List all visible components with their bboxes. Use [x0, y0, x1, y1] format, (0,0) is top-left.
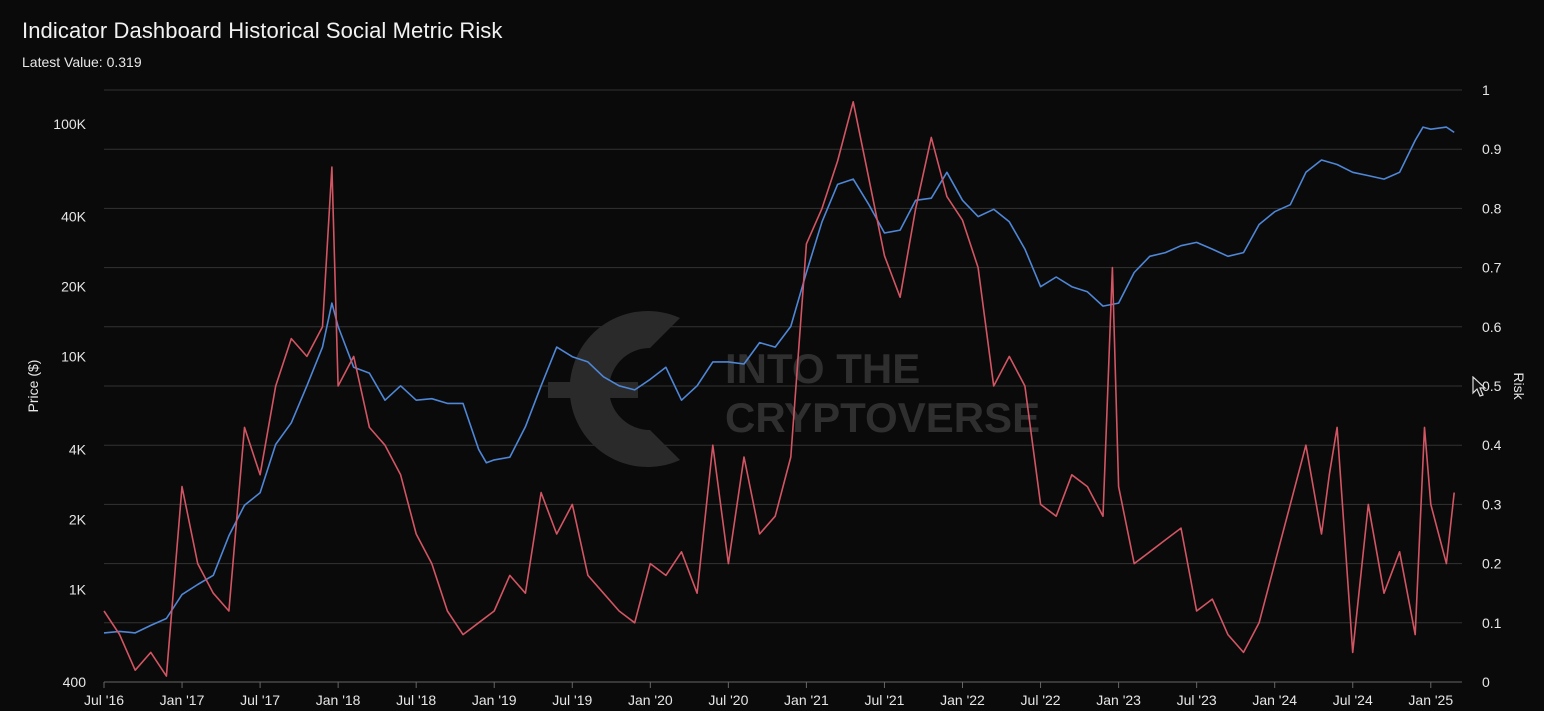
- risk-series-line: [103, 101, 1455, 677]
- left-tick-label: 10K: [61, 349, 87, 365]
- x-tick-label: Jul '19: [552, 692, 592, 708]
- watermark-line1: INTO THE: [725, 345, 920, 392]
- left-tick-label: 2K: [69, 511, 87, 527]
- x-tick-label: Jan '22: [940, 692, 985, 708]
- right-tick-label: 0.3: [1482, 496, 1502, 512]
- latest-value: 0.319: [106, 54, 142, 70]
- watermark: INTO THE CRYPTOVERSE: [548, 311, 1040, 468]
- x-tick-label: Jul '18: [396, 692, 436, 708]
- right-tick-label: 0.9: [1482, 141, 1502, 157]
- left-tick-label: 100K: [53, 116, 86, 132]
- watermark-line2: CRYPTOVERSE: [725, 394, 1040, 441]
- right-tick-label: 0.8: [1482, 200, 1502, 216]
- x-tick-label: Jan '17: [160, 692, 205, 708]
- grid-lines: [104, 89, 1462, 683]
- x-tick-label: Jul '16: [84, 692, 124, 708]
- x-axis-ticks: Jul '16 Jan '17 Jul '17 Jan '18 Jul '18 Jan '…: [84, 682, 1453, 708]
- left-axis-ticks: 400 1K 2K 4K 10K 20K 40K 100K: [53, 116, 86, 690]
- x-tick-label: Jul '24: [1333, 692, 1373, 708]
- left-tick-label: 400: [63, 674, 87, 690]
- x-tick-label: Jul '17: [240, 692, 280, 708]
- left-tick-label: 4K: [69, 441, 87, 457]
- right-tick-label: 0.5: [1482, 378, 1502, 394]
- price-series-line: [103, 126, 1455, 634]
- latest-value-line: Latest Value: 0.319: [22, 54, 142, 70]
- series-lines: [103, 101, 1455, 677]
- right-tick-label: 0.4: [1482, 437, 1502, 453]
- x-tick-label: Jan '20: [628, 692, 673, 708]
- x-tick-label: Jul '21: [864, 692, 904, 708]
- watermark-logo-icon: [548, 311, 680, 468]
- right-tick-label: 1: [1482, 82, 1490, 98]
- right-tick-label: 0.2: [1482, 556, 1502, 572]
- mouse-pointer-icon: [1472, 376, 1487, 397]
- chart-title: Indicator Dashboard Historical Social Me…: [22, 18, 503, 43]
- x-tick-label: Jan '21: [784, 692, 829, 708]
- left-tick-label: 40K: [61, 209, 87, 225]
- x-tick-label: Jul '23: [1177, 692, 1217, 708]
- latest-value-label: Latest Value:: [22, 54, 103, 70]
- left-tick-label: 20K: [61, 279, 87, 295]
- right-axis-label: Risk: [1511, 372, 1527, 400]
- right-axis-ticks: 0 0.1 0.2 0.3 0.4 0.5 0.6 0.7 0.8 0.9 1: [1482, 82, 1502, 690]
- right-tick-label: 0.6: [1482, 319, 1502, 335]
- right-tick-label: 0.7: [1482, 260, 1502, 276]
- x-tick-label: Jul '22: [1021, 692, 1061, 708]
- left-tick-label: 1K: [69, 581, 87, 597]
- x-tick-label: Jan '25: [1408, 692, 1453, 708]
- right-tick-label: 0: [1482, 674, 1490, 690]
- right-tick-label: 0.1: [1482, 615, 1502, 631]
- x-tick-label: Jan '19: [472, 692, 517, 708]
- x-tick-label: Jan '23: [1096, 692, 1141, 708]
- x-tick-label: Jan '18: [316, 692, 361, 708]
- left-axis-label: Price ($): [25, 360, 41, 413]
- x-tick-label: Jan '24: [1252, 692, 1297, 708]
- x-tick-label: Jul '20: [708, 692, 748, 708]
